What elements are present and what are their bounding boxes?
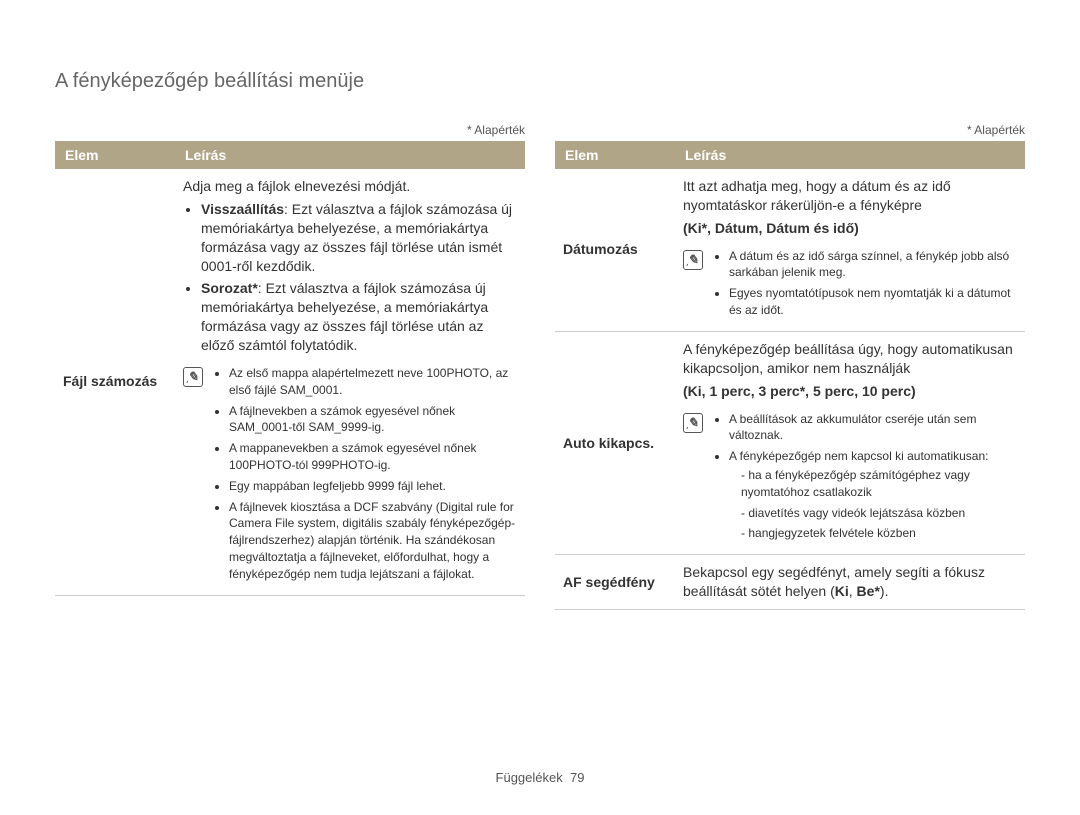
desc-aflamp: Bekapcsol egy segédfényt, amely segíti a… (675, 555, 1025, 610)
row-imprint: Dátumozás Itt azt adhatja meg, hogy a dá… (555, 169, 1025, 331)
note-icon: ✎ (183, 367, 203, 387)
desc-autopower: A fényképezőgép beállítása úgy, hogy aut… (675, 331, 1025, 554)
ap-sub-2: diavetítés vagy videók lejátszása közben (741, 505, 1017, 522)
settings-table-right: Elem Leírás Dátumozás Itt azt adhatja me… (555, 141, 1025, 610)
reset-bold: Visszaállítás (201, 201, 284, 217)
autopower-intro: A fényképezőgép beállítása úgy, hogy aut… (683, 340, 1017, 378)
desc-imprint: Itt azt adhatja meg, hogy a dátum és az … (675, 169, 1025, 331)
file-numbering-notes: ✎ Az első mappa alapértelmezett neve 100… (183, 365, 517, 587)
right-column: * Alapérték Elem Leírás Dátumozás Itt az… (555, 123, 1025, 610)
note-icon: ✎ (683, 413, 703, 433)
series-bold: Sorozat* (201, 280, 258, 296)
page-footer: Függelékek 79 (0, 770, 1080, 785)
fn-note-3: A mappanevekben a számok egyesével nőnek… (229, 440, 517, 474)
footer-page-number: 79 (570, 770, 584, 785)
default-note-right: * Alapérték (555, 123, 1025, 137)
footer-label: Függelékek (496, 770, 563, 785)
fn-note-1: Az első mappa alapértelmezett neve 100PH… (229, 365, 517, 399)
imprint-intro: Itt azt adhatja meg, hogy a dátum és az … (683, 177, 1017, 215)
fn-note-4: Egy mappában legfeljebb 9999 fájl lehet. (229, 478, 517, 495)
label-aflamp: AF segédfény (555, 555, 675, 610)
col-header-item-r: Elem (555, 141, 675, 169)
row-autopower: Auto kikapcs. A fényképezőgép beállítása… (555, 331, 1025, 554)
row-file-numbering: Fájl számozás Adja meg a fájlok elnevezé… (55, 169, 525, 595)
col-header-desc-r: Leírás (675, 141, 1025, 169)
ap-sub-1: ha a fényképezőgép számítógéphez vagy ny… (741, 467, 1017, 501)
row-aflamp: AF segédfény Bekapcsol egy segédfényt, a… (555, 555, 1025, 610)
page-title: A fényképezőgép beállítási menüje (55, 70, 1025, 93)
autopower-options: (Ki, 1 perc, 3 perc*, 5 perc, 10 perc) (683, 383, 916, 399)
imprint-note-1: A dátum és az idő sárga színnel, a fényk… (729, 248, 1017, 282)
fn-note-2: A fájlnevekben a számok egyesével nőnek … (229, 403, 517, 437)
autopower-notes: ✎ A beállítások az akkumulátor cseréje u… (683, 411, 1017, 547)
fn-note-5: A fájlnevek kiosztása a DCF szabvány (Di… (229, 499, 517, 583)
ap-note-1: A beállítások az akkumulátor cseréje utá… (729, 411, 1017, 445)
col-header-item: Elem (55, 141, 175, 169)
ap-note-2-text: A fényképezőgép nem kapcsol ki automatik… (729, 449, 989, 463)
imprint-options: (Ki*, Dátum, Dátum és idő) (683, 220, 859, 236)
ap-sub-3: hangjegyzetek felvétele közben (741, 525, 1017, 542)
file-numbering-intro: Adja meg a fájlok elnevezési módját. (183, 177, 517, 196)
aflamp-c: , (849, 583, 857, 599)
settings-table-left: Elem Leírás Fájl számozás Adja meg a fáj… (55, 141, 525, 596)
default-note-left: * Alapérték (55, 123, 525, 137)
content-columns: * Alapérték Elem Leírás Fájl számozás Ad… (55, 123, 1025, 610)
label-imprint: Dátumozás (555, 169, 675, 331)
aflamp-b: Ki (835, 583, 849, 599)
note-icon: ✎ (683, 250, 703, 270)
imprint-note-2: Egyes nyomtatótípusok nem nyomtatják ki … (729, 285, 1017, 319)
file-numbering-series: Sorozat*: Ezt választva a fájlok számozá… (201, 279, 517, 355)
file-numbering-reset: Visszaállítás: Ezt választva a fájlok sz… (201, 200, 517, 276)
label-autopower: Auto kikapcs. (555, 331, 675, 554)
imprint-notes: ✎ A dátum és az idő sárga színnel, a fén… (683, 248, 1017, 323)
ap-note-2: A fényképezőgép nem kapcsol ki automatik… (729, 448, 1017, 542)
label-file-numbering: Fájl számozás (55, 169, 175, 595)
desc-file-numbering: Adja meg a fájlok elnevezési módját. Vis… (175, 169, 525, 595)
aflamp-e: ). (880, 583, 889, 599)
aflamp-d: Be* (857, 583, 880, 599)
left-column: * Alapérték Elem Leírás Fájl számozás Ad… (55, 123, 525, 610)
col-header-desc: Leírás (175, 141, 525, 169)
